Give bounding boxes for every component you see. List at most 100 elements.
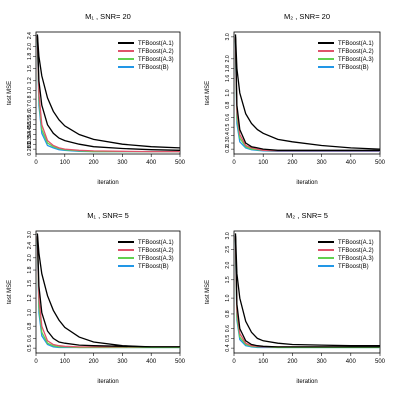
y-tick-label: 2.0	[225, 55, 231, 62]
x-tick-label: 500	[175, 359, 186, 365]
x-tick-label: 100	[60, 359, 71, 365]
y-tick-label: 1.5	[27, 65, 33, 72]
legend-label: TFBoost(B)	[138, 264, 169, 270]
y-tick-label: 0.4	[225, 344, 231, 351]
y-tick-label: 3.0	[27, 231, 33, 238]
y-tick-label: 2.0	[225, 261, 231, 268]
chart-title: M₁ , SNR= 20	[85, 12, 131, 21]
y-tick-label: 2.4	[27, 242, 33, 249]
plot-frame	[35, 230, 181, 354]
legend-label: TFBoost(B)	[338, 264, 369, 270]
x-tick-label: 300	[117, 359, 128, 365]
plot-frame	[233, 230, 381, 354]
y-tick-label: 3.0	[225, 33, 231, 40]
y-axis-label: test MSE	[205, 81, 211, 105]
y-tick-label: 0.5	[225, 335, 231, 342]
y-tick-label: 1.8	[27, 266, 33, 273]
chart-panel-3: M₁ , SNR= 5 0 100 200 300 400 500 0.5 0.6 0.8 1.0 1…	[7, 211, 186, 385]
x-tick-label: 400	[146, 160, 157, 166]
x-tick-label: 400	[146, 359, 157, 365]
y-axis-label: test MSE	[7, 81, 13, 105]
legend-label: TFBoost(B)	[338, 65, 369, 71]
chart-title: M₂ , SNR= 20	[284, 12, 330, 21]
y-tick-label: 0.8	[225, 101, 231, 108]
y-tick-label: 0.8	[27, 322, 33, 329]
y-tick-label: 1.5	[27, 280, 33, 287]
chart-panel-2: M₂ , SNR= 20 0 100 200 300 400 500 0.20.30.4 0.5…	[205, 12, 386, 186]
x-tick-label: 500	[175, 160, 186, 166]
x-tick-label: 300	[317, 359, 328, 365]
series-line	[234, 36, 380, 151]
y-tick-label: 0.283	[27, 143, 33, 156]
y-tick-label: 0.6	[225, 114, 231, 121]
x-tick-label: 200	[89, 359, 100, 365]
y-tick-label: 0.45	[27, 124, 33, 134]
plot-frame	[35, 31, 181, 155]
series-line	[36, 35, 180, 151]
y-tick-label: 0.5	[27, 121, 33, 128]
legend-label: TFBoost(A.1)	[338, 41, 374, 47]
y-tick-label: 1.0	[225, 89, 231, 96]
y-tick-label: 0.4	[225, 132, 231, 139]
legend-label: TFBoost(B)	[138, 65, 169, 71]
x-tick-label: 300	[317, 160, 328, 166]
chart-panel-1: M₁ , SNR= 20 0 100 200 300 400 500 0.2830.30.35…	[7, 12, 186, 186]
y-tick-label: 0.5	[27, 344, 33, 351]
x-tick-label: 0	[232, 359, 236, 365]
y-tick-label: 1.0	[27, 87, 33, 94]
y-tick-label: 0.3	[27, 141, 33, 148]
x-tick-label: 100	[60, 160, 71, 166]
series-line	[36, 34, 180, 149]
legend-label: TFBoost(A.2)	[338, 248, 374, 254]
series-line	[234, 233, 380, 347]
x-tick-label: 400	[346, 359, 357, 365]
legend-label: TFBoost(A.2)	[338, 49, 374, 55]
chart-title: M₁ , SNR= 5	[87, 211, 129, 220]
series-line	[234, 235, 380, 348]
y-axis-label: test MSE	[205, 280, 211, 304]
y-tick-label: 0.35	[27, 134, 33, 144]
legend-label: TFBoost(A.3)	[338, 256, 374, 262]
legend-label: TFBoost(A.2)	[138, 49, 174, 55]
y-tick-label: 2.0	[27, 254, 33, 261]
series-line	[36, 235, 180, 348]
y-tick-label: 2.5	[225, 246, 231, 253]
legend-label: TFBoost(A.3)	[138, 256, 174, 262]
y-tick-label: 0.6	[225, 325, 231, 332]
legend-label: TFBoost(A.3)	[338, 57, 374, 63]
x-axis-label: iteration	[97, 180, 118, 186]
legend-label: TFBoost(A.2)	[138, 248, 174, 254]
x-tick-label: 200	[287, 359, 298, 365]
y-tick-label: 0.3	[225, 139, 231, 146]
legend-label: TFBoost(A.1)	[138, 41, 174, 47]
y-tick-label: 1.2	[27, 294, 33, 301]
series-line	[36, 238, 180, 349]
chart-title: M₂ , SNR= 5	[286, 211, 328, 220]
y-tick-label: 1.0	[27, 309, 33, 316]
y-tick-label: 0.7	[27, 104, 33, 111]
x-axis-label: iteration	[296, 180, 317, 186]
y-tick-label: 1.8	[27, 53, 33, 60]
x-tick-label: 400	[346, 160, 357, 166]
y-tick-label: 0.8	[225, 310, 231, 317]
y-tick-label: 1.6	[225, 75, 231, 82]
y-tick-label: 0.8	[27, 95, 33, 102]
x-tick-label: 200	[89, 160, 100, 166]
y-axis-label: test MSE	[7, 280, 13, 304]
x-tick-label: 0	[34, 359, 38, 365]
y-tick-label: 2.0	[27, 43, 33, 50]
y-tick-label: 0.5	[225, 123, 231, 130]
legend-label: TFBoost(A.1)	[138, 240, 174, 246]
x-tick-label: 200	[287, 160, 298, 166]
y-tick-label: 0.2	[225, 145, 231, 152]
legend-label: TFBoost(A.1)	[338, 240, 374, 246]
x-tick-label: 100	[258, 160, 269, 166]
x-axis-label: iteration	[296, 379, 317, 385]
x-tick-label: 0	[34, 160, 38, 166]
y-tick-label: 2.4	[27, 32, 33, 39]
y-tick-label: 0.6	[27, 110, 33, 117]
y-tick-label: 0.55	[27, 115, 33, 125]
x-tick-label: 500	[375, 160, 386, 166]
